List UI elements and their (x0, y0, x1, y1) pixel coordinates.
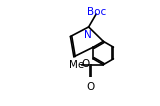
Text: Boc: Boc (88, 7, 107, 17)
Text: Me: Me (69, 60, 84, 70)
Text: O: O (82, 59, 90, 69)
Text: N: N (84, 30, 92, 40)
Text: O: O (86, 82, 95, 92)
